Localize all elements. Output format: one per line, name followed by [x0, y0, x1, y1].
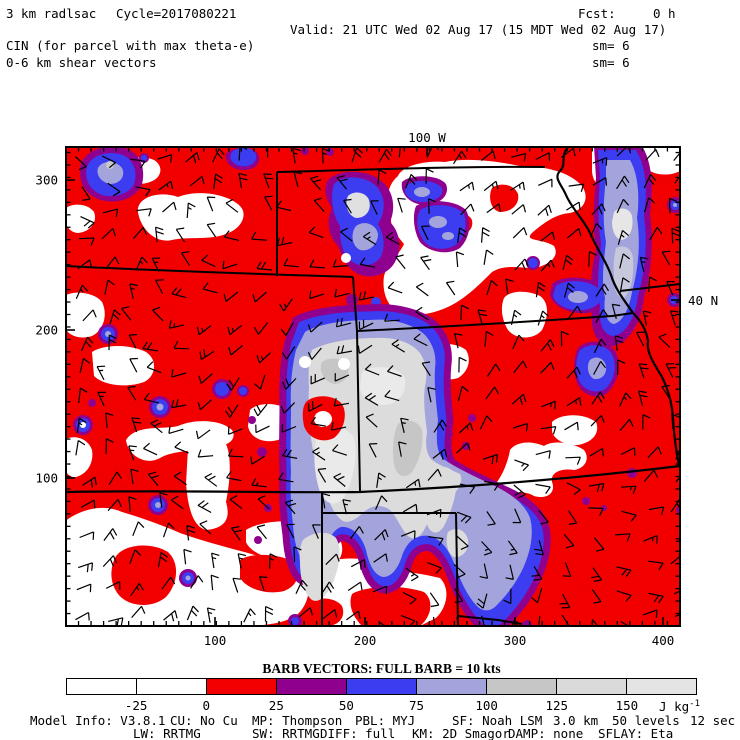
colorbar: [66, 678, 697, 695]
colorbar-boundary-label: 100: [475, 698, 498, 713]
model-info-item: DAMP: none: [508, 726, 584, 740]
axis-ticks: [65, 147, 681, 627]
valid-time: Valid: 21 UTC Wed 02 Aug 17 (15 MDT Wed …: [290, 22, 667, 37]
colorbar-segment: [207, 679, 277, 694]
x-tick-label: 300: [503, 633, 527, 648]
contour-fill-layers: [66, 147, 680, 626]
colorbar-segment: [137, 679, 207, 694]
colorbar-boundary-label: 25: [268, 698, 284, 713]
colorbar-segment: [417, 679, 487, 694]
colorbar-boundary-label: 75: [409, 698, 425, 713]
field-title: CIN (for parcel with max theta-e): [6, 38, 255, 53]
overlay-title: 0-6 km shear vectors: [6, 55, 157, 70]
parallel-label: 40 N: [688, 293, 719, 308]
y-tick-label: 100: [35, 470, 58, 486]
model-info-item: MP: Thompson: [252, 713, 343, 728]
fcst-value: 0 h: [653, 6, 676, 21]
colorbar-boundary-label: 0: [202, 698, 210, 713]
model-info-item: PBL: MYJ: [355, 713, 416, 728]
model-info-item: SW: RRTMG: [252, 726, 320, 740]
y-tick-label: 200: [35, 322, 58, 338]
colorbar-segment: [557, 679, 627, 694]
model-info-item: SF: Noah LSM: [452, 713, 543, 728]
colorbar-segment: [487, 679, 557, 694]
unit-exponent: -1: [689, 699, 700, 709]
colorbar-segment: [277, 679, 347, 694]
wind-barbs: [74, 147, 680, 626]
barb-legend-title: BARB VECTORS: FULL BARB = 10 kts: [262, 661, 501, 676]
colorbar-boundary-label: 125: [545, 698, 569, 713]
model-info-item: Model Info: V3.8.1: [30, 713, 166, 728]
colorbar-boundary-label: 150: [615, 698, 639, 713]
model-info-item: DIFF: full: [320, 726, 396, 740]
model-info-item: 12 sec: [690, 713, 736, 728]
sm-top: sm= 6: [592, 38, 630, 53]
model-name: 3 km radlsac: [6, 6, 97, 21]
map-frame: [65, 146, 681, 627]
model-info-item: LW: RRTMG: [133, 726, 201, 740]
model-info-item: CU: No Cu: [170, 713, 238, 728]
meridian-label: 100 W: [408, 130, 446, 145]
model-info-item: KM: 2D Smagor: [412, 726, 510, 740]
x-tick-label: 100: [203, 633, 227, 648]
y-tick-label: 300: [35, 172, 58, 188]
x-tick-label: 200: [353, 633, 377, 648]
colorbar-boundary-label: -25: [124, 698, 148, 713]
model-info-item: SFLAY: Eta: [598, 726, 674, 740]
unit-text: J kg: [659, 699, 690, 715]
fcst-label: Fcst:: [578, 6, 616, 21]
model-info-item: 50 levels: [612, 713, 680, 728]
colorbar-segment: [627, 679, 696, 694]
x-tick-label: 400: [651, 633, 675, 648]
colorbar-segment: [347, 679, 417, 694]
sm-bottom: sm= 6: [592, 55, 630, 70]
colorbar-unit: J kg-1: [659, 699, 700, 714]
colorbar-boundary-label: 50: [338, 698, 354, 713]
state-borders: [66, 147, 680, 626]
cycle-label: Cycle=2017080221: [116, 6, 237, 21]
colorbar-segment: [67, 679, 137, 694]
model-info-item: 3.0 km: [553, 713, 599, 728]
